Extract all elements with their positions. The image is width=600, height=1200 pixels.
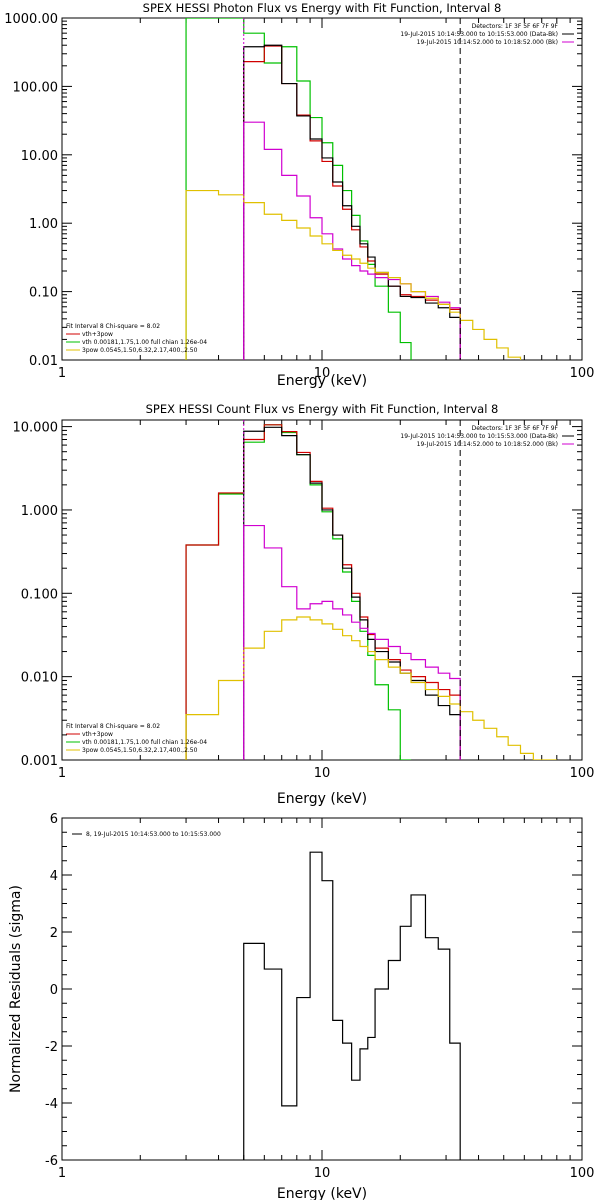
y-tick-label: 1000.00 xyxy=(4,12,58,27)
series-line-0 xyxy=(243,851,461,1160)
x-axis-label: Energy (keV) xyxy=(277,1186,367,1200)
y-tick-label: 6 xyxy=(50,812,58,827)
x-tick-label: 10 xyxy=(314,766,331,781)
x-tick-label: 100 xyxy=(570,766,595,781)
x-axis-label: Energy (keV) xyxy=(277,373,367,389)
x-tick-label: 100 xyxy=(570,1166,595,1181)
legend-right-text: 19-Jul-2015 10:14:53.000 to 10:15:53.000… xyxy=(400,31,558,38)
y-tick-label: 0.01 xyxy=(29,354,58,369)
legend-left-text: 3pow 0.0545,1.50,6.32,2.17,400.,2.50 xyxy=(82,747,198,754)
residuals-panel: 1 10 100 Energy (keV) -6 -4 -2 0 2 4 6 Normalized R… xyxy=(8,812,594,1200)
plot-area xyxy=(185,424,557,760)
legend-left-text: 8, 19-Jul-2015 10:14:53.000 to 10:15:53.… xyxy=(86,831,221,838)
legend-left-text: 3pow 0.0545,1.50,6.32,2.17,400.,2.50 xyxy=(82,347,198,354)
x-tick-label: 10 xyxy=(314,366,331,381)
series-line-4 xyxy=(185,616,557,760)
series-line-4 xyxy=(185,189,522,360)
series-line-1 xyxy=(185,424,461,760)
x-tick-label: 1 xyxy=(58,366,66,381)
y-tick-label: 4 xyxy=(50,869,58,884)
y-tick-label: 2 xyxy=(50,926,58,941)
legend-right-text: 19-Jul-2015 10:14:53.000 to 10:15:53.000… xyxy=(400,433,558,440)
y-tick-label: 0.10 xyxy=(29,286,58,301)
x-tick-label: 100 xyxy=(570,366,595,381)
legend-left-text: vth+3pow xyxy=(82,331,113,338)
chart-title: SPEX HESSI Photon Flux vs Energy with Fi… xyxy=(143,1,502,15)
y-tick-label: -6 xyxy=(45,1154,58,1169)
legend-left-text: vth 0.00181,1.75,1.00 full chian 1.26e-0… xyxy=(82,339,207,346)
y-tick-label: -4 xyxy=(45,1097,58,1112)
y-tick-label: 0 xyxy=(50,983,58,998)
legend-right-text: 19-Jul-2015 10:14:52.000 to 10:18:52.000… xyxy=(417,441,558,448)
y-tick-label: 0.100 xyxy=(21,587,58,602)
y-tick-label: 10.00 xyxy=(21,149,58,164)
legend-left-text: vth+3pow xyxy=(82,731,113,738)
y-tick-label: 0.010 xyxy=(21,671,58,686)
plot-area xyxy=(243,851,461,1160)
legend-left-text: vth 0.00181,1.75,1.00 full chian 1.26e-0… xyxy=(82,739,207,746)
photon-flux-panel: SPEX HESSI Photon Flux vs Energy with Fi… xyxy=(4,1,594,389)
legend-left-text: Fit Interval 8 Chi-square = 8.02 xyxy=(66,723,160,730)
y-axis-label: Normalized Residuals (sigma) xyxy=(8,885,24,1093)
x-tick-label: 1 xyxy=(58,1166,66,1181)
chart-title: SPEX HESSI Count Flux vs Energy with Fit… xyxy=(146,402,499,416)
x-tick-label: 10 xyxy=(314,1166,331,1181)
legend-left-text: Fit Interval 8 Chi-square = 8.02 xyxy=(66,323,160,330)
series-line-3 xyxy=(243,121,461,360)
plot-frame xyxy=(61,17,583,361)
series-line-3 xyxy=(243,524,461,760)
series-line-0 xyxy=(185,424,412,760)
legend-right-text: 19-Jul-2015 10:14:52.000 to 10:18:52.000… xyxy=(417,39,558,46)
y-tick-label: 1.000 xyxy=(21,504,58,519)
legend-right-text: Detectors: 1F 3F 5F 6F 7F 9F xyxy=(472,23,559,30)
y-tick-label: 1.00 xyxy=(29,217,58,232)
x-axis-label: Energy (keV) xyxy=(277,791,367,807)
count-flux-panel: SPEX HESSI Count Flux vs Energy with Fit… xyxy=(13,402,595,807)
y-tick-label: 100.00 xyxy=(13,80,59,95)
plot-area xyxy=(185,18,522,360)
y-tick-label: -2 xyxy=(45,1040,58,1055)
x-tick-label: 1 xyxy=(58,766,66,781)
series-line-2 xyxy=(243,44,461,360)
legend-right-text: Detectors: 1F 3F 5F 6F 7F 9F xyxy=(472,425,559,432)
series-line-0 xyxy=(185,18,412,360)
plot-frame xyxy=(61,419,583,761)
y-tick-label: 0.001 xyxy=(21,754,58,769)
y-tick-label: 10.000 xyxy=(13,421,59,436)
series-line-2 xyxy=(243,426,461,760)
